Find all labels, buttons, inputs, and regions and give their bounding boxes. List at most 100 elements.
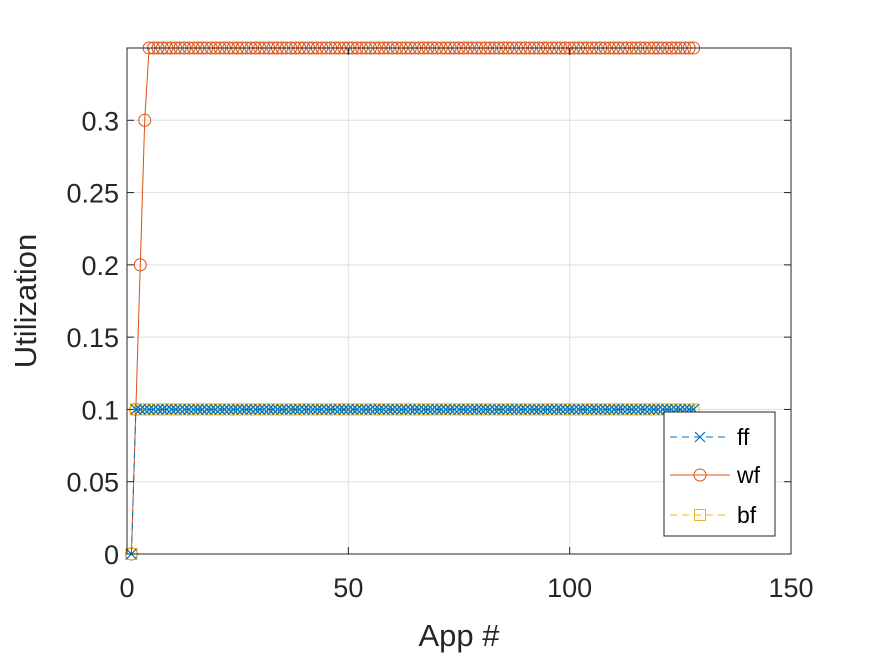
point-ff bbox=[356, 404, 368, 415]
point-ff bbox=[431, 404, 443, 415]
point-ff bbox=[515, 404, 527, 415]
x-tick-label: 50 bbox=[333, 573, 363, 603]
point-ff bbox=[276, 404, 288, 415]
point-ff bbox=[303, 404, 314, 415]
point-ff bbox=[227, 404, 239, 415]
point-ff bbox=[630, 404, 642, 415]
point-ff bbox=[325, 404, 337, 415]
point-ff bbox=[369, 404, 381, 415]
point-ff bbox=[130, 404, 142, 415]
point-ff bbox=[351, 404, 363, 415]
point-ff bbox=[311, 404, 323, 415]
y-tick-label: 0.05 bbox=[66, 468, 119, 498]
point-ff bbox=[329, 404, 341, 415]
point-ff bbox=[528, 404, 540, 415]
point-ff bbox=[396, 404, 407, 415]
point-ff bbox=[466, 404, 478, 415]
y-tick-label: 0.2 bbox=[81, 251, 119, 281]
point-ff bbox=[519, 404, 531, 415]
point-ff bbox=[502, 404, 514, 415]
legend: ff wf bf bbox=[663, 411, 776, 537]
legend-label-bf: bf bbox=[737, 502, 757, 528]
point-ff bbox=[484, 404, 496, 415]
point-ff bbox=[608, 404, 620, 415]
point-wf bbox=[138, 113, 152, 127]
point-ff bbox=[537, 404, 549, 415]
point-ff bbox=[223, 404, 235, 415]
point-ff bbox=[245, 404, 257, 415]
point-ff bbox=[183, 404, 195, 415]
point-ff bbox=[360, 404, 372, 415]
point-ff bbox=[435, 404, 447, 415]
point-ff bbox=[573, 404, 584, 415]
point-ff bbox=[241, 404, 252, 415]
legend-entry-wf: wf bbox=[670, 462, 761, 488]
legend-marker-wf bbox=[693, 468, 707, 482]
point-ff bbox=[187, 404, 199, 415]
point-ff bbox=[196, 404, 208, 415]
y-axis-label: Utilization bbox=[8, 234, 43, 368]
point-ff bbox=[285, 404, 297, 415]
point-ff bbox=[232, 404, 244, 415]
y-tick-label: 0.1 bbox=[81, 395, 119, 425]
point-ff bbox=[143, 404, 155, 415]
point-ff bbox=[218, 404, 230, 415]
point-ff bbox=[272, 404, 283, 415]
point-ff bbox=[444, 404, 456, 415]
point-ff bbox=[506, 404, 518, 415]
point-ff bbox=[471, 404, 483, 415]
point-ff bbox=[205, 404, 217, 415]
point-ff bbox=[590, 404, 602, 415]
point-ff bbox=[533, 404, 545, 415]
point-ff bbox=[298, 404, 310, 415]
point-ff bbox=[254, 404, 266, 415]
point-ff bbox=[542, 404, 553, 415]
point-ff bbox=[210, 404, 221, 415]
point-wf bbox=[133, 258, 147, 272]
series-ff bbox=[126, 404, 700, 560]
point-ff bbox=[249, 404, 261, 415]
x-tick-label: 100 bbox=[547, 573, 592, 603]
point-ff bbox=[214, 404, 226, 415]
point-ff bbox=[148, 404, 159, 415]
y-tick-label: 0.25 bbox=[66, 179, 119, 209]
point-ff bbox=[387, 404, 399, 415]
point-ff bbox=[564, 404, 576, 415]
point-ff bbox=[480, 404, 491, 415]
point-ff bbox=[404, 404, 416, 415]
point-ff bbox=[236, 404, 248, 415]
point-ff bbox=[555, 404, 567, 415]
legend-entry-ff: ff bbox=[670, 424, 750, 450]
point-ff bbox=[338, 404, 350, 415]
point-ff bbox=[550, 404, 562, 415]
point-ff bbox=[280, 404, 292, 415]
y-tick-label: 0.15 bbox=[66, 323, 119, 353]
point-ff bbox=[648, 404, 660, 415]
point-ff bbox=[643, 404, 655, 415]
point-ff bbox=[289, 404, 301, 415]
point-ff bbox=[192, 404, 204, 415]
x-axis-label: App # bbox=[418, 618, 500, 653]
point-ff bbox=[165, 404, 177, 415]
point-ff bbox=[413, 404, 425, 415]
point-ff bbox=[621, 404, 633, 415]
point-ff bbox=[378, 404, 390, 415]
point-ff bbox=[639, 404, 651, 415]
point-ff bbox=[604, 404, 615, 415]
point-ff bbox=[342, 404, 354, 415]
point-ff bbox=[365, 404, 376, 415]
point-ff bbox=[347, 404, 359, 415]
point-ff bbox=[267, 404, 279, 415]
legend-marker-bf bbox=[694, 509, 706, 521]
point-ff bbox=[174, 404, 186, 415]
point-ff bbox=[599, 404, 611, 415]
point-ff bbox=[449, 404, 460, 415]
point-ff bbox=[134, 404, 146, 415]
point-ff bbox=[546, 404, 558, 415]
point-ff bbox=[307, 404, 319, 415]
point-ff bbox=[488, 404, 500, 415]
point-ff bbox=[626, 404, 638, 415]
point-ff bbox=[382, 404, 394, 415]
point-ff bbox=[497, 404, 509, 415]
